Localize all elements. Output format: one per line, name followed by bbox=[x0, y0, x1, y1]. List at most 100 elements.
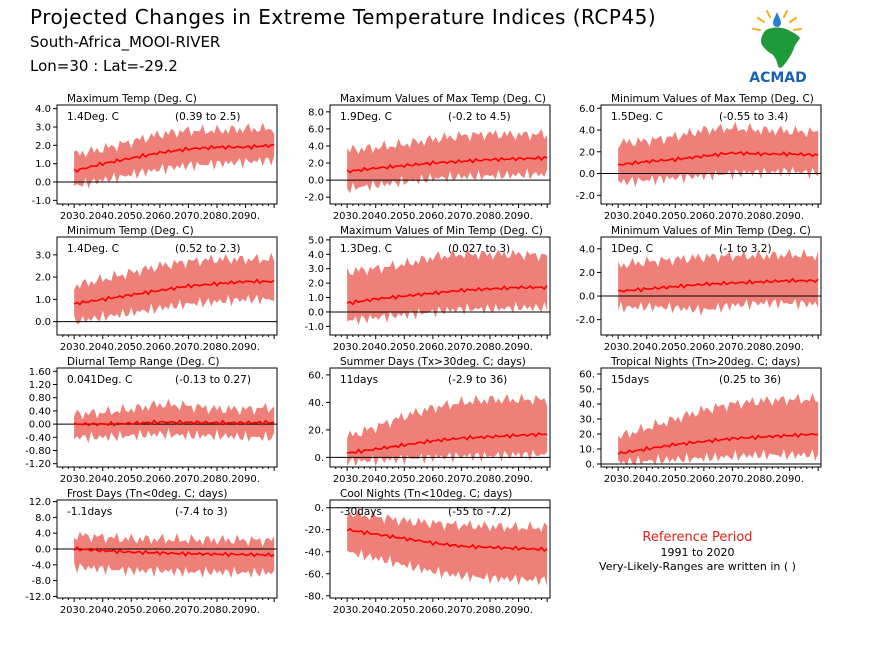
x-tick-label: 2060. bbox=[690, 474, 719, 485]
plot-frame bbox=[329, 104, 551, 205]
y-tick-label: 1.60 bbox=[29, 367, 51, 378]
y-tick-label: 2.0 bbox=[579, 147, 595, 158]
x-tick-label: 2070. bbox=[447, 211, 476, 222]
x-tick-label: 2050. bbox=[390, 342, 419, 353]
y-tick-label: 0.0 bbox=[35, 317, 51, 328]
very-likely-range-band bbox=[74, 398, 275, 444]
x-tick-label: 2050. bbox=[117, 474, 146, 485]
x-tick-label: 2030. bbox=[333, 605, 362, 616]
y-tick-label: 0.0 bbox=[579, 292, 595, 303]
y-tick-label: -1.0 bbox=[31, 196, 51, 207]
very-likely-range-band bbox=[347, 508, 548, 586]
y-tick-label: 0.80 bbox=[29, 393, 51, 404]
x-tick-label: 2060. bbox=[419, 605, 448, 616]
x-tick-label: 2070. bbox=[174, 474, 203, 485]
y-tick-label: 0.0 bbox=[579, 169, 595, 180]
reference-note: Very-Likely-Ranges are written in ( ) bbox=[599, 560, 796, 573]
y-tick-label: 2.0 bbox=[579, 268, 595, 279]
likely-range-label: (0.027 to 3) bbox=[448, 243, 510, 255]
likely-range-label: (-7.4 to 3) bbox=[175, 506, 228, 518]
y-tick-label: 5.0 bbox=[308, 235, 324, 246]
x-tick-label: 2060. bbox=[146, 342, 175, 353]
x-tick-label: 2060. bbox=[690, 342, 719, 353]
y-tick-label: 4.0 bbox=[579, 126, 595, 137]
y-tick-label: -80. bbox=[304, 591, 324, 602]
x-tick-label: 2030. bbox=[604, 474, 633, 485]
y-tick-label: 60. bbox=[579, 370, 595, 381]
x-tick-label: 2030. bbox=[333, 211, 362, 222]
chart-4: 3.0 2.0 1.0 0.0 2030. 2040. 2050. 2060. 2070. 208… bbox=[35, 225, 278, 353]
x-tick-label: 2070. bbox=[174, 211, 203, 222]
x-tick-label: 2050. bbox=[390, 605, 419, 616]
y-tick-label: 0. bbox=[314, 453, 324, 464]
likely-range-label: (0.25 to 36) bbox=[719, 374, 781, 386]
plot-frame bbox=[56, 104, 278, 205]
chart-3: 6.0 4.0 2.0 0.0 -2.0 2030. 2040. 2050. 2060. 2070… bbox=[575, 93, 822, 222]
change-summary: 1.4Deg. C bbox=[67, 243, 119, 255]
very-likely-range-band bbox=[74, 531, 275, 578]
plot-frame bbox=[329, 367, 551, 468]
change-summary: 1Deg. C bbox=[611, 243, 653, 255]
x-tick-label: 2060. bbox=[146, 605, 175, 616]
x-tick-label: 2080. bbox=[476, 211, 505, 222]
chart-title: Frost Days (Tn<0deg. C; days) bbox=[67, 488, 227, 500]
plot-frame bbox=[56, 367, 278, 468]
y-tick-label: 3.0 bbox=[35, 250, 51, 261]
median-series-line bbox=[346, 284, 548, 306]
x-tick-label: 2040. bbox=[361, 211, 390, 222]
median-series-line bbox=[346, 527, 548, 553]
x-tick-label: 2060. bbox=[419, 342, 448, 353]
y-tick-label: 20. bbox=[308, 425, 324, 436]
x-tick-label: 2070. bbox=[447, 474, 476, 485]
x-tick-label: 2040. bbox=[88, 605, 117, 616]
median-series-line bbox=[617, 432, 819, 456]
plot-frame bbox=[600, 367, 822, 468]
x-tick-label: 2090. bbox=[231, 342, 260, 353]
median-series-line bbox=[73, 545, 275, 558]
x-tick-label: 2050. bbox=[661, 342, 690, 353]
water-drop-icon bbox=[773, 12, 781, 27]
x-tick-label: 2080. bbox=[203, 342, 232, 353]
x-tick-label: 2040. bbox=[88, 342, 117, 353]
likely-range-label: (-0.2 to 4.5) bbox=[448, 111, 511, 123]
x-tick-label: 2090. bbox=[775, 211, 804, 222]
change-summary: -1.1days bbox=[67, 506, 112, 518]
y-tick-label: 6.0 bbox=[579, 104, 595, 115]
x-tick-label: 2090. bbox=[231, 211, 260, 222]
x-tick-label: 2090. bbox=[504, 211, 533, 222]
chart-title: Maximum Values of Max Temp (Deg. C) bbox=[340, 93, 546, 105]
x-tick-label: 2040. bbox=[88, 211, 117, 222]
change-summary: -30days bbox=[340, 506, 382, 518]
x-tick-label: 2070. bbox=[447, 605, 476, 616]
very-likely-range-band bbox=[74, 252, 275, 325]
y-tick-label: 3.0 bbox=[308, 264, 324, 275]
x-tick-label: 2040. bbox=[632, 342, 661, 353]
chart-title: Cool Nights (Tn<10deg. C; days) bbox=[340, 488, 512, 500]
page-title: Projected Changes in Extreme Temperature… bbox=[30, 5, 657, 29]
chart-title: Minimum Temp (Deg. C) bbox=[67, 225, 194, 237]
y-tick-label: -60. bbox=[304, 569, 324, 580]
reference-panel: Reference Period 1991 to 2020 Very-Likel… bbox=[575, 530, 820, 574]
x-tick-label: 2080. bbox=[476, 605, 505, 616]
x-tick-label: 2050. bbox=[661, 474, 690, 485]
y-tick-label: 6.0 bbox=[308, 124, 324, 135]
x-tick-label: 2050. bbox=[661, 211, 690, 222]
chart-title: Summer Days (Tx>30deg. C; days) bbox=[340, 356, 526, 368]
x-tick-label: 2070. bbox=[718, 474, 747, 485]
change-summary: 1.3Deg. C bbox=[340, 243, 392, 255]
change-summary: 15days bbox=[611, 374, 649, 386]
x-tick-label: 2090. bbox=[504, 342, 533, 353]
x-tick-label: 2030. bbox=[60, 474, 89, 485]
y-tick-label: 3.0 bbox=[35, 123, 51, 134]
very-likely-range-band bbox=[74, 122, 275, 189]
likely-range-label: (-0.13 to 0.27) bbox=[175, 374, 251, 386]
y-tick-label: -0.80 bbox=[25, 446, 51, 457]
reference-title: Reference Period bbox=[642, 530, 753, 545]
y-tick-label: 0.00 bbox=[29, 420, 51, 431]
logo-text: ACMAD bbox=[749, 70, 807, 86]
plot-frame bbox=[329, 236, 551, 336]
y-tick-label: 2.0 bbox=[308, 279, 324, 290]
x-tick-label: 2040. bbox=[632, 474, 661, 485]
x-tick-label: 2040. bbox=[361, 605, 390, 616]
